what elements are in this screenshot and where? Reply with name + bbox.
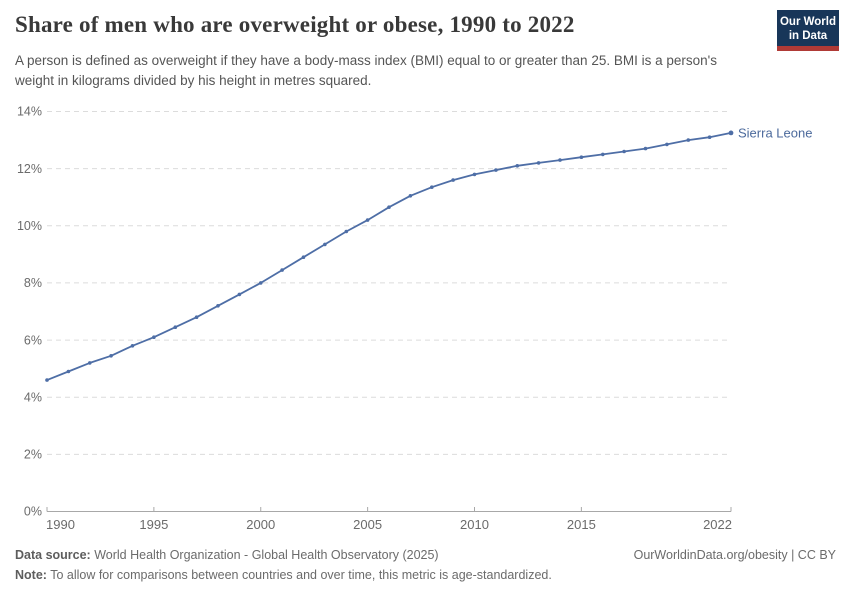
y-tick-label: 0% xyxy=(24,505,42,519)
note-label: Note: xyxy=(15,568,47,583)
data-point[interactable] xyxy=(601,152,605,157)
data-point[interactable] xyxy=(686,138,691,142)
data-point[interactable] xyxy=(280,268,284,272)
page-title: Share of men who are overweight or obese… xyxy=(15,12,575,37)
y-tick-label: 2% xyxy=(24,448,42,462)
note-line: Note: To allow for comparisons between c… xyxy=(15,565,552,585)
footer-left: Data source: World Health Organization -… xyxy=(15,545,552,586)
data-point[interactable] xyxy=(494,168,498,172)
data-source-line: Data source: World Health Organization -… xyxy=(15,545,552,565)
x-tick-label: 1995 xyxy=(139,517,168,532)
data-point[interactable] xyxy=(665,142,669,147)
line-chart[interactable]: 0% 2% 4% 6% 8% 10% 12% 14% 1990 1995 2000 2005 2010 2… xyxy=(0,95,850,545)
y-tick-label: 8% xyxy=(24,276,42,290)
data-source-text: World Health Organization - Global Healt… xyxy=(94,548,439,562)
data-point[interactable] xyxy=(152,335,156,339)
data-point[interactable] xyxy=(45,378,49,382)
owid-logo-line1: Our World xyxy=(779,16,836,28)
data-point[interactable] xyxy=(173,325,178,329)
x-tick-label: 1990 xyxy=(46,517,75,532)
note-text: To allow for comparisons between countri… xyxy=(50,568,552,583)
data-point[interactable] xyxy=(323,242,327,247)
data-point[interactable] xyxy=(387,205,391,209)
data-point[interactable] xyxy=(109,354,113,358)
x-tick-label: 2022 xyxy=(703,517,732,532)
data-point[interactable] xyxy=(728,130,734,136)
data-point[interactable] xyxy=(622,149,626,154)
data-point[interactable] xyxy=(365,218,370,222)
y-tick-label: 14% xyxy=(17,105,42,119)
data-point[interactable] xyxy=(194,315,199,319)
data-point[interactable] xyxy=(344,229,349,234)
data-source-label: Data source: xyxy=(15,548,91,562)
data-point[interactable] xyxy=(130,344,135,348)
chart-subtitle: A person is defined as overweight if the… xyxy=(15,53,717,89)
data-point[interactable] xyxy=(430,185,434,189)
trend-line xyxy=(46,132,732,382)
data-point[interactable] xyxy=(579,155,584,159)
series-label-sierra-leone[interactable]: Sierra Leone xyxy=(738,125,812,140)
data-point[interactable] xyxy=(216,304,220,308)
data-point[interactable] xyxy=(237,292,242,297)
y-tick-label: 10% xyxy=(17,219,42,233)
data-point[interactable] xyxy=(408,194,413,198)
data-point[interactable] xyxy=(536,161,541,165)
data-point[interactable] xyxy=(515,164,520,168)
y-tick-label: 4% xyxy=(24,390,42,404)
x-tick-label: 2015 xyxy=(567,517,596,532)
x-tick-label: 2010 xyxy=(460,517,489,532)
data-point[interactable] xyxy=(88,361,92,365)
owid-link[interactable]: OurWorldinData.org/obesity | CC BY xyxy=(633,548,836,562)
data-point[interactable] xyxy=(259,281,263,285)
data-point[interactable] xyxy=(707,135,712,139)
data-point[interactable] xyxy=(66,369,71,374)
data-point[interactable] xyxy=(301,255,306,259)
y-tick-label: 6% xyxy=(24,333,42,347)
x-tick-label: 2000 xyxy=(246,517,275,532)
chart-footer: Data source: World Health Organization -… xyxy=(15,545,836,586)
y-tick-label: 12% xyxy=(17,162,42,176)
data-point[interactable] xyxy=(643,146,648,151)
data-point[interactable] xyxy=(451,178,455,182)
x-tick-label: 2005 xyxy=(353,517,382,532)
owid-logo-line2: in Data xyxy=(788,30,828,43)
owid-logo[interactable]: Our World in Data xyxy=(777,10,839,52)
data-point[interactable] xyxy=(472,172,477,177)
data-point[interactable] xyxy=(558,158,562,162)
